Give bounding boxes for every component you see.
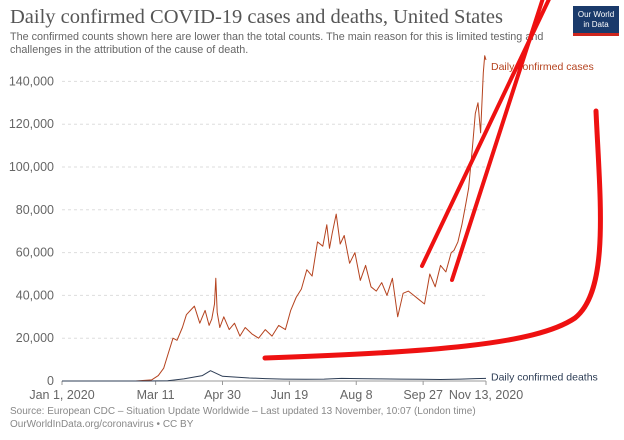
logo-line-1: Our World (577, 10, 615, 19)
y-tick-label: 140,000 (9, 74, 54, 88)
annotation-curve (262, 108, 603, 361)
cases-series-label: Daily confirmed cases (491, 61, 594, 73)
y-tick-label: 120,000 (9, 117, 54, 131)
x-tick-label: Mar 11 (137, 388, 175, 402)
cases-series-line (62, 55, 487, 382)
x-tick-label: Sep 27 (403, 388, 443, 402)
source-line-1: Source: European CDC – Situation Update … (10, 406, 476, 417)
deaths-series-line (62, 370, 487, 382)
y-tick-label: 60,000 (16, 246, 54, 260)
y-tick-label: 0 (47, 374, 54, 388)
x-tick-label: Nov 13, 2020 (449, 388, 523, 402)
deaths-series-label: Daily confirmed deaths (491, 371, 598, 383)
x-tick-label: Jun 19 (271, 388, 309, 402)
y-tick-label: 20,000 (16, 331, 54, 345)
x-tick-label: Apr 30 (204, 388, 241, 402)
y-tick-label: 100,000 (9, 160, 54, 174)
source-note: Source: European CDC – Situation Update … (10, 405, 476, 431)
y-tick-label: 80,000 (16, 203, 54, 217)
x-tick-label: Jan 1, 2020 (29, 388, 94, 402)
y-tick-label: 40,000 (16, 288, 54, 302)
source-line-2: OurWorldInData.org/coronavirus • CC BY (10, 419, 194, 430)
annotation-stroke-right (450, 0, 545, 282)
chart-subtitle: The confirmed counts shown here are lowe… (10, 31, 544, 56)
chart-title: Daily confirmed COVID-19 cases and death… (10, 6, 504, 28)
x-tick-label: Aug 8 (340, 388, 373, 402)
owid-logo[interactable]: Our World in Data (573, 6, 619, 36)
annotation-stroke-left (420, 0, 551, 268)
logo-line-2: in Data (583, 20, 609, 29)
